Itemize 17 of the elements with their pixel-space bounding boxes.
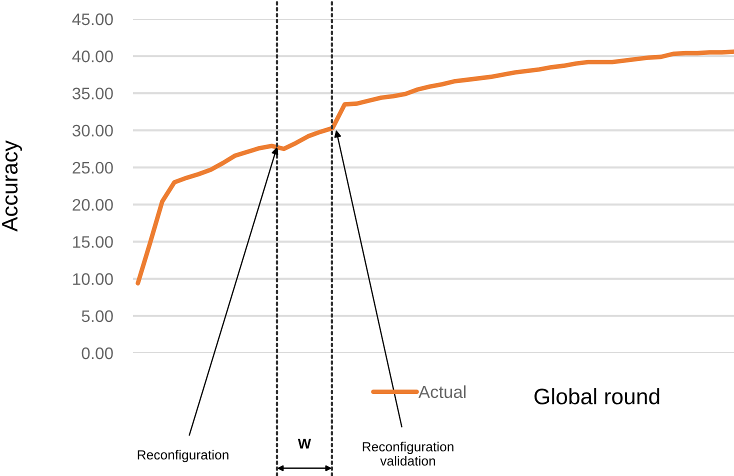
y-tick-label: 20.00: [72, 198, 113, 211]
line-series: [136, 49, 734, 286]
text: W: [298, 438, 312, 448]
x-axis-title: Global round: [534, 388, 660, 404]
y-axis-title: Accuracy: [2, 140, 22, 232]
y-tick-label: 25.00: [72, 162, 113, 174]
y-tick-label: 45.00: [72, 13, 113, 26]
y-tick-label: 40.00: [72, 50, 113, 62]
y-tick-label: 5.00: [82, 310, 113, 322]
y-tick-label: 10.00: [73, 273, 113, 285]
y-tick-label: 0.00: [82, 347, 113, 360]
y-tick-label: 15.00: [73, 236, 113, 248]
legend-label: Actual: [418, 385, 466, 398]
y-tick-label: 30.00: [72, 124, 113, 137]
text: Reconfiguration: [138, 450, 228, 462]
text: Reconfiguration validation: [362, 442, 454, 466]
y-tick-label: 35.00: [72, 88, 113, 100]
